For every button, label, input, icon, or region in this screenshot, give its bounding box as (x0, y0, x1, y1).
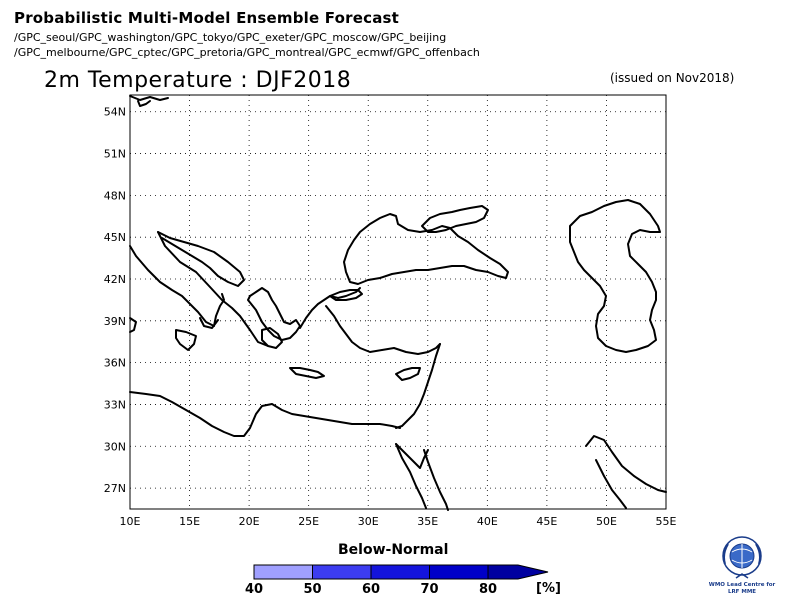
lat-tick-label: 48N (104, 189, 126, 202)
longitude-labels: 10E 15E 20E 25E 30E 35E 40E 45E 50E 55E (120, 515, 677, 528)
lon-tick-label: 15E (179, 515, 200, 528)
coastline-italy (129, 245, 225, 329)
legend-title: Below-Normal (338, 542, 449, 558)
legend-tick-label: 80 (479, 582, 497, 597)
coastline-sinai (395, 443, 429, 469)
map-title: 2m Temperature : DJF2018 (44, 68, 352, 93)
lon-tick-label: 35E (417, 515, 438, 528)
coastline-greece (247, 287, 301, 341)
coastline-black-sea (343, 213, 509, 285)
lat-tick-label: 36N (104, 357, 126, 370)
coastline-aegean-north (299, 287, 361, 329)
coastline-sardinia (129, 317, 137, 333)
legend-tick-label: 70 (420, 582, 438, 597)
lat-tick-label: 45N (104, 231, 126, 244)
coastlines (129, 95, 667, 511)
coastline-turkey-south (325, 305, 441, 355)
lat-tick-label: 51N (104, 148, 126, 161)
coastline-baltic (129, 95, 169, 107)
lat-tick-label: 33N (104, 398, 126, 411)
legend-tick-label: 40 (245, 582, 263, 597)
lat-tick-label: 39N (104, 315, 126, 328)
coastline-red-sea-west (395, 443, 427, 509)
coastline-italy-north (157, 231, 245, 287)
main-title: Probabilistic Multi-Model Ensemble Forec… (14, 9, 400, 27)
coastline-persian-gulf (585, 435, 667, 493)
coastline-gulf-south (595, 459, 627, 509)
lon-tick-label: 25E (298, 515, 319, 528)
lon-tick-label: 20E (239, 515, 260, 528)
latitude-labels: 54N 51N 48N 45N 42N 39N 36N 33N 30N 27N (104, 106, 126, 495)
gpc-list-line-1: /GPC_seoul/GPC_washington/GPC_tokyo/GPC_… (14, 31, 447, 44)
legend-unit: [%] (536, 581, 561, 596)
legend-swatch (429, 564, 489, 580)
coastline-levant (395, 343, 441, 429)
coastline-crimea (421, 205, 489, 233)
logo-line-2: LRF MME (728, 589, 756, 595)
lat-tick-label: 54N (104, 106, 126, 119)
lat-tick-label: 30N (104, 440, 126, 453)
coastline-cyprus (395, 367, 421, 381)
legend-tick-labels: 40 50 60 70 80 (245, 582, 497, 597)
gridlines (130, 95, 666, 509)
lon-tick-label: 45E (536, 515, 557, 528)
coastline-red-sea-east (423, 449, 449, 511)
logo-line-1: WMO Lead Centre for (709, 582, 776, 588)
legend-tick-label: 50 (303, 582, 321, 597)
coastline-peloponnese (261, 327, 283, 349)
lat-tick-label: 27N (104, 482, 126, 495)
map-frame (129, 94, 667, 510)
coastline-sicily (175, 329, 197, 351)
legend-colorbar (253, 564, 549, 580)
coastline-marmara (329, 289, 363, 301)
lon-tick-label: 30E (358, 515, 379, 528)
coastline-crete (289, 367, 325, 379)
coastline-caspian (569, 199, 661, 353)
wmo-emblem-icon (722, 536, 762, 579)
legend-tick-label: 60 (362, 582, 380, 597)
legend-swatch (312, 564, 372, 580)
legend-swatch (487, 564, 549, 580)
issued-date: (issued on Nov2018) (610, 71, 735, 85)
lon-tick-label: 10E (120, 515, 141, 528)
legend-swatch (253, 564, 313, 580)
lon-tick-label: 40E (477, 515, 498, 528)
lat-tick-label: 42N (104, 273, 126, 286)
legend-swatch (370, 564, 430, 580)
lon-tick-label: 50E (596, 515, 617, 528)
lon-tick-label: 55E (656, 515, 677, 528)
gpc-list-line-2: /GPC_melbourne/GPC_cptec/GPC_pretoria/GP… (14, 46, 480, 59)
coastline-balkans-west (157, 231, 269, 347)
coastline-north-africa (129, 391, 401, 437)
wmo-logo: WMO Lead Centre for LRF MME (709, 536, 776, 595)
